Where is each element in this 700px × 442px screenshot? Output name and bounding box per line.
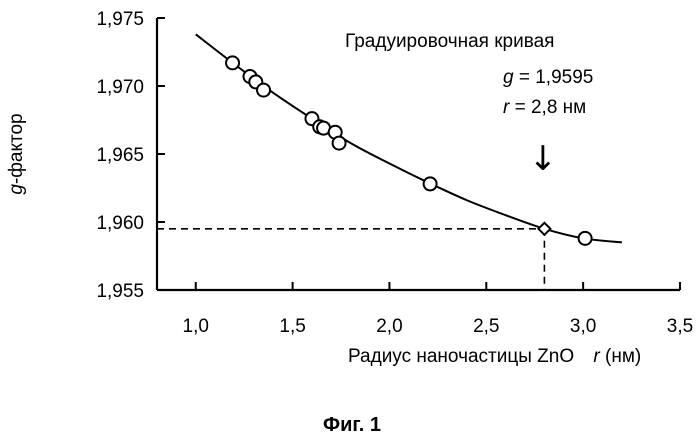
x-tick-label: 2,5 — [473, 316, 499, 337]
y-tick-label: 1,965 — [96, 145, 144, 166]
figure-caption: Фиг. 1 — [323, 414, 381, 436]
fit-curve — [196, 34, 622, 242]
y-axis-title: g-фактор — [6, 113, 27, 194]
x-tick-label: 3,0 — [570, 316, 596, 337]
annotation-title: Градуировочная кривая — [345, 31, 554, 52]
y-tick-label: 1,970 — [96, 77, 144, 98]
annotation-arrow-icon: ↓ — [529, 139, 558, 179]
x-tick-label: 3,5 — [667, 316, 693, 337]
annotation-g-value: g = 1,9595 — [503, 67, 593, 88]
axis-ticks: 1,0 1,5 2,0 2,5 3,0 3,5 1,955 1,960 1,965 1,970 1,… — [96, 9, 693, 337]
x-axis-title: Радиус наночастицы ZnO r (нм) — [348, 346, 641, 367]
calibration-point-diamond — [538, 223, 550, 235]
data-point — [333, 137, 346, 150]
guide-lines — [157, 229, 544, 290]
x-tick-label: 1,0 — [183, 316, 209, 337]
data-point — [226, 56, 239, 69]
y-tick-label: 1,960 — [96, 213, 144, 234]
y-tick-label: 1,955 — [96, 281, 144, 302]
calibration-marker — [538, 223, 550, 235]
y-tick-label: 1,975 — [96, 9, 144, 30]
annotation-r-value: r = 2,8 нм — [503, 97, 586, 118]
data-point — [579, 232, 592, 245]
data-point — [424, 177, 437, 190]
data-point — [257, 84, 270, 97]
x-tick-label: 2,0 — [376, 316, 402, 337]
x-tick-label: 1,5 — [279, 316, 305, 337]
